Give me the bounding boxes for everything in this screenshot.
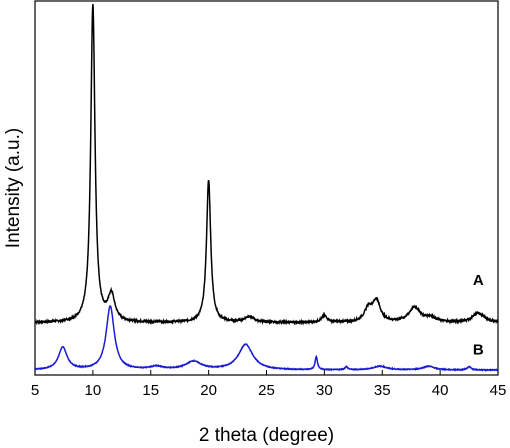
series-label-b: B bbox=[473, 341, 484, 358]
x-axis-label: 2 theta (degree) bbox=[199, 425, 334, 446]
series-line-b bbox=[34, 305, 499, 372]
y-axis-label: Intensity (a.u.) bbox=[3, 128, 24, 248]
x-tick-label: 25 bbox=[258, 382, 275, 399]
series-lines bbox=[34, 3, 499, 372]
series-label-a: A bbox=[473, 272, 484, 289]
x-tick-label: 10 bbox=[85, 382, 102, 399]
x-tick-label: 45 bbox=[490, 382, 507, 399]
x-tick-label: 20 bbox=[200, 382, 217, 399]
x-tick-label: 40 bbox=[432, 382, 449, 399]
x-tick-label: 35 bbox=[374, 382, 391, 399]
x-tick-label: 15 bbox=[142, 382, 159, 399]
series-line-a bbox=[34, 3, 499, 326]
plot-frame bbox=[34, 0, 499, 376]
x-tick-label: 30 bbox=[316, 382, 333, 399]
x-tick-label: 5 bbox=[31, 382, 39, 399]
x-ticks: 5 10 15 20 25 30 35 40 45 bbox=[31, 370, 507, 399]
series-labels: AB bbox=[473, 272, 484, 358]
